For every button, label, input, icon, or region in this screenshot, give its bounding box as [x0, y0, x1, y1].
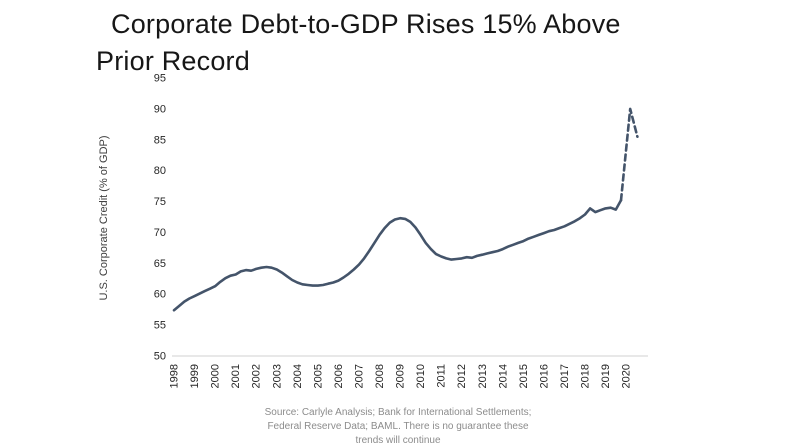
- x-tick-label: 2018: [580, 364, 592, 388]
- y-tick-label: 50: [154, 351, 166, 363]
- x-tick-label: 2019: [600, 364, 612, 388]
- x-tick-label: 1999: [189, 364, 201, 388]
- chart-title: Corporate Debt-to-GDP Rises 15% Above Pr…: [96, 6, 736, 80]
- x-tick-label: 2013: [477, 364, 489, 388]
- x-tick-label: 2015: [518, 364, 530, 388]
- x-tick-label: 2004: [292, 364, 304, 388]
- y-tick-label: 55: [154, 320, 166, 332]
- x-tick-label: 2012: [456, 364, 468, 388]
- source-note: Source: Carlyle Analysis; Bank for Inter…: [198, 406, 598, 448]
- x-tick-label: 2014: [497, 364, 509, 388]
- y-tick-label: 65: [154, 258, 166, 270]
- x-tick-label: 2017: [559, 364, 571, 388]
- x-tick-label: 2011: [436, 364, 448, 388]
- y-tick-label: 60: [154, 289, 166, 301]
- y-tick-label: 90: [154, 103, 166, 115]
- x-tick-label: 2010: [415, 364, 427, 388]
- x-tick-label: 2003: [271, 364, 283, 388]
- series-line-solid: [172, 199, 623, 312]
- y-tick-label: 85: [154, 134, 166, 146]
- x-tick-label: 2008: [374, 364, 386, 388]
- x-tick-label: 2001: [230, 364, 242, 388]
- chart-title-line-1: Corporate Debt-to-GDP Rises 15% Above: [111, 9, 621, 39]
- chart-title-line-2: Prior Record: [96, 46, 250, 76]
- x-tick-label: 2006: [333, 364, 345, 388]
- x-tick-label: 2020: [621, 364, 633, 388]
- series-line-dashed: [619, 107, 639, 202]
- y-tick-label: 70: [154, 227, 166, 239]
- y-tick-label: 80: [154, 165, 166, 177]
- x-tick-label: 2000: [210, 364, 222, 388]
- x-tick-label: 2002: [251, 364, 263, 388]
- source-note-line-1: Source: Carlyle Analysis; Bank for Inter…: [264, 407, 532, 418]
- y-axis-title: U.S. Corporate Credit (% of GDP): [98, 135, 110, 300]
- source-note-line-2: Federal Reserve Data; BAML. There is no …: [267, 421, 529, 432]
- x-tick-label: 2016: [538, 364, 550, 388]
- x-tick-label: 1998: [169, 364, 181, 388]
- x-tick-label: 2009: [395, 364, 407, 388]
- y-tick-label: 95: [154, 73, 166, 85]
- x-tick-label: 2005: [312, 364, 324, 388]
- y-tick-label: 75: [154, 196, 166, 208]
- source-note-line-3: trends will continue: [355, 435, 441, 446]
- x-tick-label: 2007: [353, 364, 365, 388]
